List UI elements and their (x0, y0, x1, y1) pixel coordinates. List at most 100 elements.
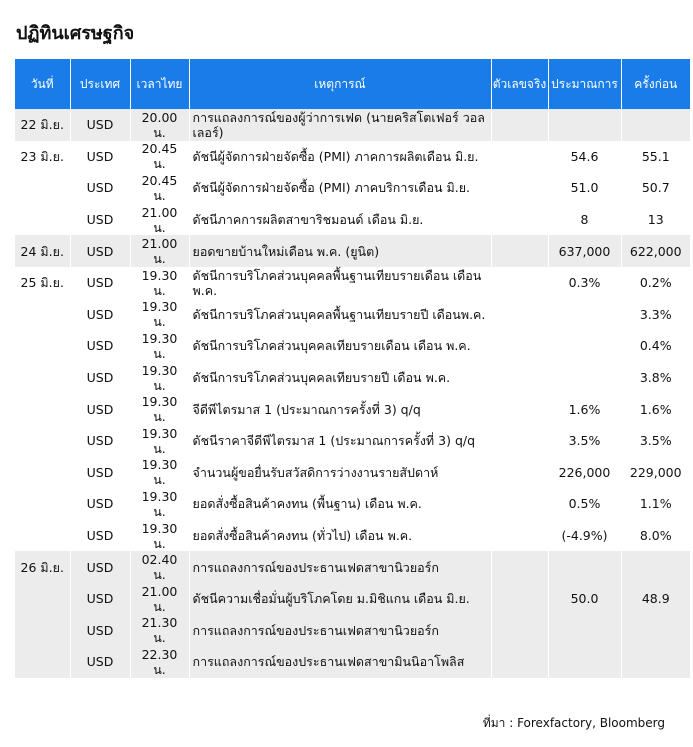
event-cell: การแถลงการณ์ของประธานเฟดสาขามินนิอาโพลิส (189, 646, 492, 678)
time-cell: 21.30 น. (130, 614, 190, 647)
time-cell: 21.00 น. (130, 203, 190, 236)
time-cell: 20.45 น. (130, 140, 190, 173)
time-cell: 19.30 น. (130, 298, 190, 331)
forecast-cell: 637,000 (548, 235, 622, 267)
forecast-cell (548, 109, 622, 141)
date-cell (15, 203, 71, 236)
forecast-cell: 0.5% (548, 488, 622, 520)
date-cell (15, 393, 71, 425)
actual-cell (491, 140, 549, 173)
forecast-cell: 1.6% (548, 393, 622, 425)
country-cell: USD (70, 330, 131, 362)
time-cell: 19.30 น. (130, 393, 190, 425)
country-cell: USD (70, 519, 131, 552)
actual-cell (491, 393, 549, 425)
previous-cell (621, 614, 690, 647)
date-cell (15, 172, 71, 204)
actual-cell (491, 203, 549, 236)
forecast-cell: 3.5% (548, 424, 622, 457)
event-cell: การแถลงการณ์ของประธานเฟดสาขานิวยอร์ก (189, 551, 492, 583)
date-cell (15, 424, 71, 457)
previous-cell: 229,000 (629, 464, 682, 480)
event-cell: ดัชนีความเชื่อมั่นผู้บริโภคโดย ม.มิชิแกน… (189, 582, 492, 615)
date-cell (15, 456, 71, 489)
event-cell: การแถลงการณ์ของผู้ว่าการเฟด (นายคริสโตเฟ… (189, 109, 492, 141)
previous-cell: 48.9 (621, 582, 690, 615)
country-cell: USD (70, 203, 131, 236)
actual-cell (491, 551, 549, 583)
forecast-cell (548, 361, 622, 394)
country-cell: USD (70, 424, 131, 457)
header-country: ประเทศ (70, 59, 131, 109)
event-cell: ยอดขายบ้านใหม่เดือน พ.ค. (ยูนิต) (189, 235, 492, 267)
date-cell: 26 มิ.ย. (15, 551, 71, 583)
previous-cell: 3.8% (639, 370, 672, 386)
event-cell: ดัชนีการบริโภคส่วนบุคคลเทียบรายปี เดือน … (189, 361, 492, 394)
date-cell (15, 582, 71, 615)
actual-cell (491, 361, 549, 394)
header-time: เวลาไทย (130, 59, 190, 109)
event-cell: จำนวนผู้ขอยื่นรับสวัสดิการว่างงานรายสัปด… (189, 456, 492, 489)
country-cell: USD (70, 109, 131, 141)
date-cell: 23 มิ.ย. (15, 140, 71, 173)
forecast-cell (548, 646, 622, 678)
forecast-cell: 0.3% (548, 266, 622, 299)
country-cell: USD (70, 235, 131, 267)
event-cell: ยอดสั่งซื้อสินค้าคงทน (ทั่วไป) เดือน พ.ค… (189, 519, 492, 552)
event-cell: ดัชนีผู้จัดการฝ่ายจัดซื้อ (PMI) ภาคการผล… (189, 140, 492, 173)
previous-cell (621, 551, 690, 583)
previous-cell: 55.1 (641, 148, 670, 164)
event-cell: ดัชนีการบริโภคส่วนบุคคลพื้นฐานเทียบรายปี… (189, 298, 492, 331)
date-cell: 24 มิ.ย. (15, 235, 71, 267)
time-cell: 20.45 น. (130, 172, 190, 204)
source-note: ที่มา : Forexfactory, Bloomberg (482, 716, 665, 730)
time-cell: 20.00 น. (130, 109, 190, 141)
time-cell: 19.30 น. (130, 424, 190, 457)
event-cell: ดัชนีการบริโภคส่วนบุคคลพื้นฐานเทียบรายเด… (189, 266, 492, 299)
date-cell (15, 519, 71, 552)
time-cell: 19.30 น. (130, 361, 190, 394)
event-cell: ยอดสั่งซื้อสินค้าคงทน (พื้นฐาน) เดือน พ.… (189, 488, 492, 520)
country-cell: USD (70, 488, 131, 520)
time-cell: 19.30 น. (130, 519, 190, 552)
time-cell: 02.40 น. (130, 551, 190, 583)
table-row: USD 19.30 น. ดัชนีการบริโภคส่วนบุคคลเทียบร… (15, 330, 690, 362)
time-cell: 19.30 น. (130, 456, 190, 489)
forecast-cell: 50.0 (548, 582, 622, 615)
country-cell: USD (70, 456, 131, 489)
date-cell: 25 มิ.ย. (15, 266, 71, 299)
table-row: USD 21.00 น. ดัชนีความเชื่อมั่นผู้บริโภคโด… (15, 582, 690, 615)
forecast-cell (548, 298, 622, 331)
country-cell: USD (70, 551, 131, 583)
table-row: USD 19.30 น. ยอดสั่งซื้อสินค้าคงทน (ทั่วไป… (15, 519, 690, 552)
country-cell: USD (70, 172, 131, 204)
table-row: 22 มิ.ย. USD 20.00 น. การแถลงการณ์ของผู้ว่า… (15, 109, 690, 141)
header-actual: ตัวเลขจริง (491, 59, 549, 109)
table-header-row: วันที่ ประเทศ เวลาไทย เหตุการณ์ ตัวเลขจร… (15, 59, 690, 109)
actual-cell (491, 582, 549, 615)
time-cell: 19.30 น. (130, 266, 190, 299)
event-cell: ดัชนีผู้จัดการฝ่ายจัดซื้อ (PMI) ภาคบริกา… (189, 172, 492, 204)
actual-cell (491, 330, 549, 362)
table-row: USD 19.30 น. ดัชนีการบริโภคส่วนบุคคลเทียบร… (15, 361, 690, 394)
actual-cell (491, 614, 549, 647)
previous-cell: 1.6% (639, 401, 672, 417)
country-cell: USD (70, 266, 131, 299)
table-row: 24 มิ.ย. USD 21.00 น. ยอดขายบ้านใหม่เดือน พ… (15, 235, 690, 267)
country-cell: USD (70, 614, 131, 647)
previous-cell: 3.5% (639, 433, 672, 449)
actual-cell (491, 235, 549, 267)
forecast-cell (548, 330, 622, 362)
actual-cell (491, 298, 549, 331)
time-cell: 19.30 น. (130, 488, 190, 520)
time-cell: 19.30 น. (130, 330, 190, 362)
forecast-cell (548, 614, 622, 647)
previous-cell: 0.2% (639, 275, 672, 291)
page-title: ปฏิทินเศรษฐกิจ (16, 23, 135, 44)
date-cell (15, 646, 71, 678)
previous-cell: 1.1% (639, 496, 672, 512)
header-date: วันที่ (15, 59, 71, 109)
table-row: USD 19.30 น. จีดีพีไตรมาส 1 (ประมาณการครั้… (15, 393, 690, 425)
event-cell: ดัชนีราคาจีดีพีไตรมาส 1 (ประมาณการครั้งท… (189, 424, 492, 457)
header-previous: ครั้งก่อน (621, 59, 690, 109)
